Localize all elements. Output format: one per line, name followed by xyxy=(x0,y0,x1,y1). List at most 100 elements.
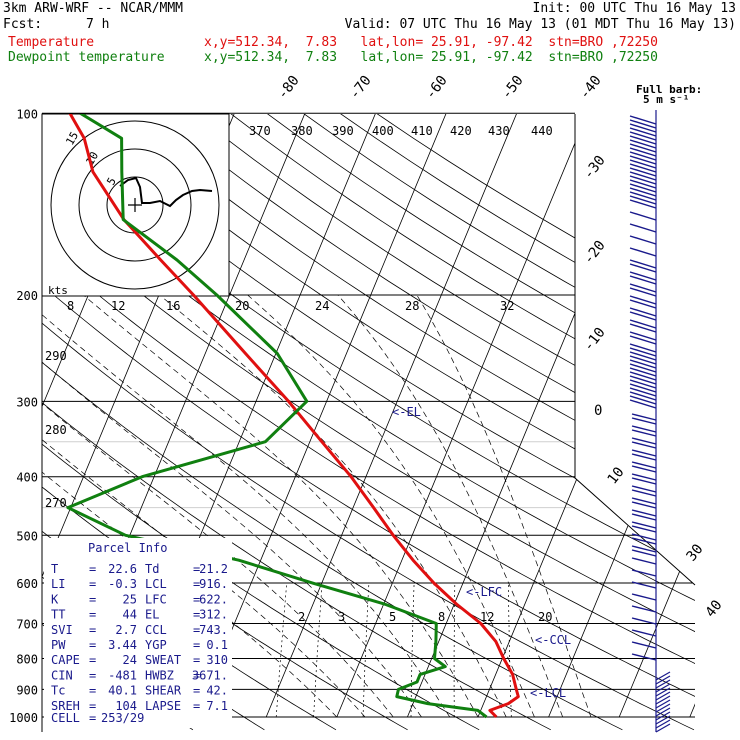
wind-barb xyxy=(629,379,657,389)
parcel-label: K xyxy=(51,592,59,606)
isotherm-label: -50 xyxy=(499,73,527,103)
wind-barb xyxy=(631,513,657,521)
wind-barb xyxy=(629,335,657,345)
parcel-label: SHEAR xyxy=(145,684,182,698)
isotherm xyxy=(689,114,695,718)
parcel-equals: = xyxy=(193,623,200,637)
wind-barb xyxy=(655,723,671,733)
wind-barb xyxy=(629,375,657,385)
dewpoint-profile xyxy=(66,114,488,719)
parcel-label: TT xyxy=(51,608,65,622)
isotherm-label: -20 xyxy=(581,238,609,268)
wind-barb xyxy=(631,441,657,449)
parcel-equals: = xyxy=(89,623,96,637)
wind-barb xyxy=(631,509,657,517)
wind-barb xyxy=(629,135,657,145)
parcel-label: CAPE xyxy=(51,653,80,667)
wind-barb xyxy=(631,617,657,625)
wind-barb xyxy=(655,675,671,685)
wind-barb xyxy=(629,395,657,405)
isotherm-label: -60 xyxy=(423,73,451,103)
wind-barb xyxy=(631,425,657,433)
wind-barb xyxy=(629,367,657,377)
wind-barb xyxy=(631,557,657,565)
hodograph-ring xyxy=(78,148,192,262)
theta-label: 270 xyxy=(45,496,67,510)
isotherm-label: -80 xyxy=(275,73,303,103)
wind-barb xyxy=(631,569,657,577)
wind-barb xyxy=(655,699,671,709)
parcel-value: 21.2 xyxy=(199,562,228,576)
wind-barb xyxy=(629,263,657,273)
wind-barbs xyxy=(629,110,671,733)
forecast-label: Fcst: xyxy=(3,17,43,32)
wind-barb xyxy=(629,115,657,125)
wind-barb xyxy=(629,223,657,233)
parcel-equals: = xyxy=(89,684,96,698)
wind-barb xyxy=(631,489,657,497)
wind-barb xyxy=(629,123,657,133)
isotherm xyxy=(265,114,518,718)
moist-adiabat xyxy=(42,294,394,718)
mixing-ratio-label: 5 xyxy=(389,610,396,624)
isotherm-label: 30 xyxy=(684,541,707,564)
pressure-tick-label: 200 xyxy=(16,289,38,303)
parcel-label: SVI xyxy=(51,623,73,637)
hodograph-speed-label: 8 xyxy=(67,299,74,313)
parcel-equals: = xyxy=(89,592,96,606)
wind-barb xyxy=(629,119,657,129)
barb-legend-units: 5 m s⁻¹ xyxy=(643,93,689,106)
wind-barb xyxy=(629,351,657,361)
wind-barb xyxy=(629,299,657,309)
parcel-value: 0.1 xyxy=(206,638,228,652)
wind-barb xyxy=(631,533,657,541)
parcel-equals: = xyxy=(89,653,96,667)
dry-adiabat xyxy=(42,114,695,731)
wind-barb xyxy=(629,211,657,221)
wind-barb xyxy=(629,175,657,185)
wind-barb xyxy=(631,581,657,589)
wind-barb xyxy=(631,501,657,509)
hodograph-center xyxy=(128,198,142,212)
wind-barb xyxy=(631,461,657,469)
moist-adiabat xyxy=(83,294,479,718)
wind-barb xyxy=(631,417,657,425)
wind-barb xyxy=(631,629,657,637)
parcel-value: 3.44 xyxy=(108,638,137,652)
isotherm-label: 10 xyxy=(605,464,628,487)
parcel-value: 40.1 xyxy=(108,684,137,698)
wind-barb xyxy=(631,485,657,493)
wind-barb xyxy=(631,413,657,421)
wind-barb xyxy=(629,331,657,341)
dry-adiabat xyxy=(156,114,695,731)
parcel-equals: = xyxy=(193,608,200,622)
parcel-equals: = xyxy=(193,562,200,576)
dry-adiabat xyxy=(120,114,695,731)
mixing-ratio-line xyxy=(275,583,288,718)
parcel-equals: = xyxy=(193,668,200,682)
parcel-value: 104 xyxy=(115,699,137,713)
wind-barb xyxy=(655,683,671,693)
wind-barb xyxy=(631,429,657,437)
theta-label: 370 xyxy=(249,124,271,138)
dry-adiabat xyxy=(42,114,623,731)
wind-barb xyxy=(629,199,657,209)
wind-barb xyxy=(631,449,657,457)
wind-barb xyxy=(629,275,657,285)
hodograph-speed-label: 28 xyxy=(405,299,419,313)
parcel-level-annotation: <-CCL xyxy=(535,633,571,647)
wind-barb xyxy=(629,343,657,353)
parcel-value: 310 xyxy=(206,653,228,667)
parcel-value: 916. xyxy=(199,577,228,591)
theta-label: 290 xyxy=(45,349,67,363)
parcel-label: SREH xyxy=(51,699,80,713)
wind-barb xyxy=(629,323,657,333)
wind-barb xyxy=(629,247,657,257)
wind-barb xyxy=(629,363,657,373)
parcel-value: 253/29 xyxy=(101,711,144,725)
mixing-ratio-label: 2 xyxy=(298,610,305,624)
hodograph-speed-label: 32 xyxy=(500,299,514,313)
parcel-label: YGP xyxy=(145,638,167,652)
